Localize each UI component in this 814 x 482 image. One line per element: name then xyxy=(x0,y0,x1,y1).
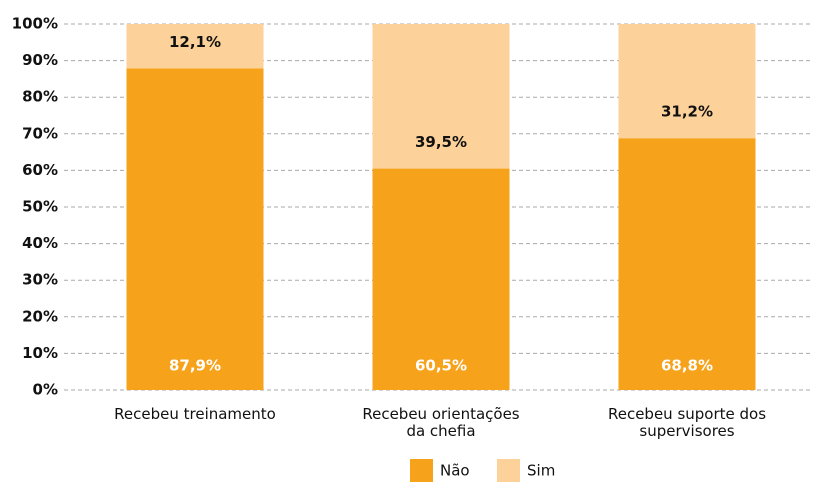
y-tick-label: 40% xyxy=(22,234,58,252)
y-tick-label: 50% xyxy=(22,198,58,216)
y-tick-label: 100% xyxy=(12,15,58,33)
y-tick-label: 90% xyxy=(22,51,58,69)
bar-segment xyxy=(618,138,756,390)
y-tick-label: 30% xyxy=(22,271,58,289)
data-label: 68,8% xyxy=(661,357,713,375)
y-tick-label: 10% xyxy=(22,344,58,362)
bar-segment xyxy=(126,68,264,390)
data-label: 60,5% xyxy=(415,357,467,375)
legend-swatch xyxy=(497,459,520,482)
data-label: 39,5% xyxy=(415,133,467,151)
data-label: 12,1% xyxy=(169,33,221,51)
bar-segment xyxy=(372,24,510,169)
x-tick-label: Recebeu suporte dos supervisores xyxy=(607,405,767,440)
legend-label: Não xyxy=(440,462,470,480)
bar-segment xyxy=(618,24,756,139)
y-tick-label: 60% xyxy=(22,161,58,179)
y-tick-label: 20% xyxy=(22,307,58,325)
y-tick-label: 70% xyxy=(22,124,58,142)
legend-swatch xyxy=(410,459,433,482)
bar-segment xyxy=(372,168,510,390)
data-label: 87,9% xyxy=(169,357,221,375)
x-tick-label: Recebeu orientações da chefia xyxy=(362,405,520,440)
bar-segment xyxy=(126,24,264,69)
data-label: 31,2% xyxy=(661,103,713,121)
x-tick-label: Recebeu treinamento xyxy=(114,405,276,423)
y-tick-label: 0% xyxy=(33,381,58,399)
y-tick-label: 80% xyxy=(22,88,58,106)
legend-label: Sim xyxy=(527,462,555,480)
